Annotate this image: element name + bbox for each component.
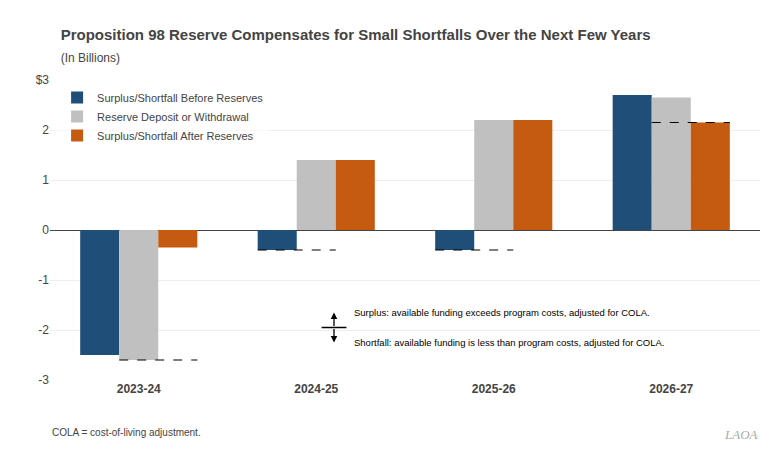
svg-text:2023-24: 2023-24 [117, 382, 161, 396]
svg-text:Shortfall: available funding i: Shortfall: available funding is less tha… [354, 337, 665, 348]
svg-text:-1: -1 [38, 273, 49, 287]
svg-text:Surplus/Shortfall Before Reser: Surplus/Shortfall Before Reserves [97, 92, 263, 104]
svg-text:Proposition 98 Reserve Compens: Proposition 98 Reserve Compensates for S… [61, 26, 651, 43]
svg-text:2025-26: 2025-26 [472, 382, 516, 396]
svg-text:(In Billions): (In Billions) [61, 51, 120, 65]
svg-text:2026-27: 2026-27 [649, 382, 693, 396]
svg-text:Surplus/Shortfall After Reserv: Surplus/Shortfall After Reserves [97, 130, 253, 142]
svg-text:1: 1 [42, 173, 49, 187]
svg-text:-2: -2 [38, 323, 49, 337]
svg-text:$3: $3 [36, 73, 50, 87]
svg-text:Surplus: available funding exc: Surplus: available funding exceeds progr… [354, 307, 650, 318]
svg-text:0: 0 [42, 223, 49, 237]
svg-text:COLA = cost-of-living adjustme: COLA = cost-of-living adjustment. [52, 427, 201, 438]
svg-text:LAOA: LAOA [724, 427, 758, 442]
svg-text:2024-25: 2024-25 [294, 382, 338, 396]
svg-text:Reserve Deposit or Withdrawal: Reserve Deposit or Withdrawal [97, 111, 249, 123]
svg-text:2: 2 [42, 123, 49, 137]
svg-text:-3: -3 [38, 373, 49, 387]
